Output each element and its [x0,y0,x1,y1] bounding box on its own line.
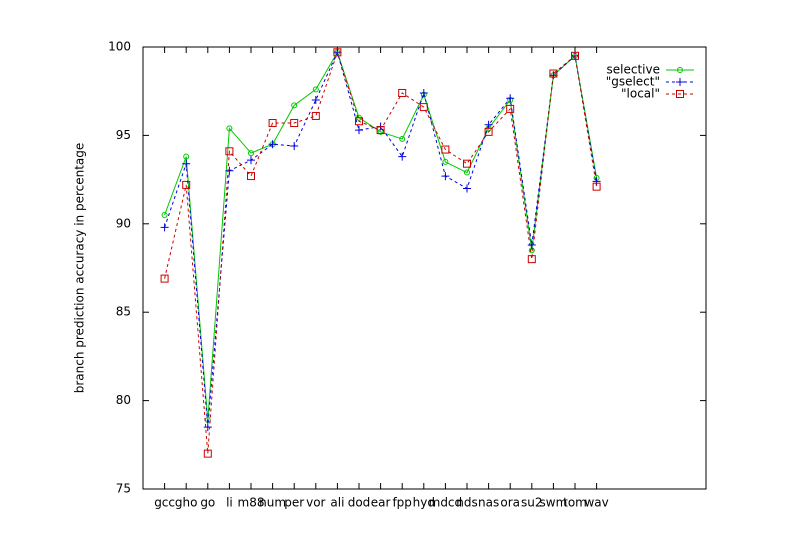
point [484,127,493,136]
x-tick-label: dod [348,496,371,510]
point [441,145,450,154]
point [203,449,212,458]
point [527,241,536,250]
point [290,142,299,151]
point [527,255,536,264]
point [161,211,168,218]
y-tick-label: 85 [116,305,131,319]
point [463,184,471,193]
point [399,135,406,142]
point [225,166,234,175]
point [311,96,320,105]
point [676,78,684,86]
x-tick-label: ear [371,496,391,510]
x-tick-label: fpp [392,496,411,510]
x-tick-label: swm [540,496,568,510]
y-tick-label: 100 [108,40,131,54]
point [291,102,298,109]
legend-label: selective [607,63,660,77]
legend-label: "local" [621,87,660,101]
x-tick-label: nds [456,496,477,510]
point [376,126,385,135]
point [398,152,407,161]
series-line [164,50,598,428]
point [290,119,299,128]
x-tick-label: li [226,496,233,510]
point [398,88,407,97]
plot-frame [142,46,707,490]
point [247,172,255,181]
point [225,147,234,156]
point [333,48,342,57]
point [419,103,428,112]
point [203,423,212,432]
point [592,182,601,191]
point [355,117,363,126]
point [182,159,191,168]
x-tick-label: mdcd [429,496,463,510]
x-tick-label: m88 [238,496,265,510]
point [419,88,428,97]
x-tick-label: wav [584,496,608,510]
y-tick-label: 80 [116,393,131,407]
point [463,159,471,168]
point [226,125,233,132]
point [268,140,277,149]
point [311,111,320,120]
x-tick-label: gho [175,496,198,510]
x-tick-label: gcc [154,496,175,510]
point [442,158,449,165]
x-tick-label: tom [563,496,587,510]
point [355,126,363,135]
x-tick-label: ali [330,496,344,510]
point [677,67,683,73]
x-tick-label: su2 [521,496,543,510]
x-tick-label: ora [500,496,520,510]
point [183,153,190,160]
y-tick-label: 75 [116,482,131,496]
point [464,169,470,176]
series-line [164,50,598,454]
point [312,86,319,93]
x-tick-label: vor [306,496,325,510]
point [549,69,558,78]
point [676,90,684,98]
point [182,180,191,189]
point [571,51,579,60]
point [506,104,515,113]
y-axis-label: branch prediction accuracy in percentage [73,143,87,394]
series-line [164,51,598,421]
point [506,94,515,103]
x-tick-label: go [200,496,215,510]
y-tick-label: 95 [116,128,131,142]
point [484,120,493,129]
x-tick-label: hyd [413,496,435,510]
point [441,172,450,181]
x-tick-label: per [284,496,304,510]
x-tick-label: nas [478,496,499,510]
y-tick-label: 90 [116,216,131,230]
point [549,71,558,80]
point [248,150,254,157]
point [160,223,169,232]
legend-label: "gselect" [606,75,660,89]
point [268,119,277,128]
point [160,274,169,283]
point [247,156,255,165]
x-tick-label: num [259,496,286,510]
